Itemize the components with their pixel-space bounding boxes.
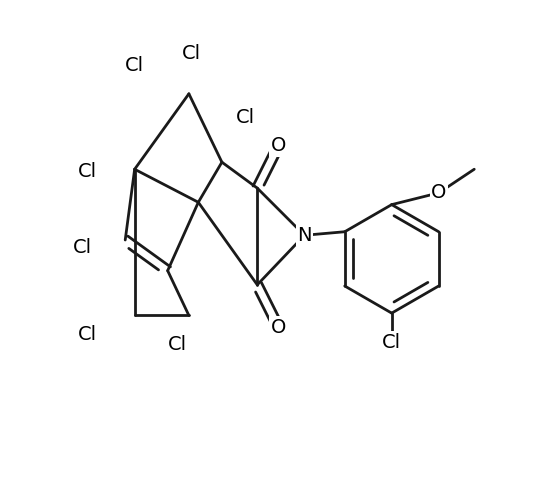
Text: O: O xyxy=(271,136,286,155)
Text: Cl: Cl xyxy=(236,108,255,127)
Text: Cl: Cl xyxy=(78,162,97,181)
Text: O: O xyxy=(271,318,286,337)
Text: Cl: Cl xyxy=(73,238,92,257)
Text: Cl: Cl xyxy=(78,325,97,344)
Text: Cl: Cl xyxy=(382,333,401,352)
Text: Cl: Cl xyxy=(168,335,187,354)
Text: O: O xyxy=(431,183,447,203)
Text: Cl: Cl xyxy=(125,56,144,75)
Text: Cl: Cl xyxy=(182,44,201,63)
Text: N: N xyxy=(297,226,312,245)
